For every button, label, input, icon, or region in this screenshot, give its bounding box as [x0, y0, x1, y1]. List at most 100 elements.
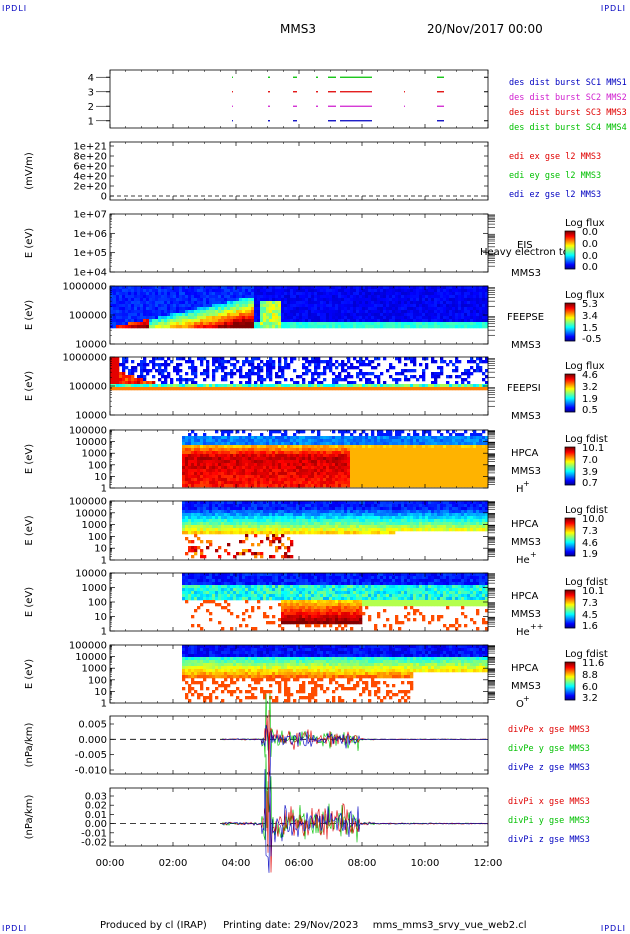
- heatmap-cell: [305, 451, 309, 455]
- heatmap-cell: [332, 448, 336, 452]
- heatmap-cell: [458, 484, 462, 488]
- heatmap-cell: [143, 316, 147, 320]
- heatmap-cell: [395, 372, 399, 376]
- heatmap-cell: [449, 292, 453, 296]
- heatmap-cell: [449, 301, 453, 305]
- heatmap-cell: [161, 384, 165, 388]
- heatmap-cell: [437, 298, 441, 302]
- heatmap-cell: [188, 439, 192, 443]
- heatmap-cell: [362, 448, 366, 452]
- heatmap-cell: [338, 363, 342, 367]
- heatmap-cell: [419, 445, 423, 449]
- heatmap-cell: [371, 460, 375, 464]
- heatmap-cell: [311, 469, 315, 473]
- heatmap-cell: [281, 475, 285, 479]
- heatmap-cell: [305, 304, 309, 308]
- colorbar-cell: [565, 319, 575, 321]
- heatmap-cell: [329, 436, 333, 440]
- heatmap-cell: [290, 313, 294, 317]
- heatmap-cell: [233, 445, 237, 449]
- heatmap-cell: [233, 454, 237, 458]
- colorbar-cell: [565, 312, 575, 314]
- heatmap-cell: [149, 319, 153, 323]
- heatmap-cell: [284, 286, 288, 290]
- heatmap-cell: [275, 442, 279, 446]
- heatmap-cell: [251, 316, 255, 320]
- heatmap-cell: [266, 442, 270, 446]
- heatmap-cell: [296, 286, 300, 290]
- heatmap-cell: [464, 430, 468, 434]
- heatmap-cell: [350, 304, 354, 308]
- heatmap-cell: [203, 475, 207, 479]
- heatmap-cell: [110, 366, 114, 370]
- heatmap-cell: [323, 475, 327, 479]
- heatmap-cell: [347, 463, 351, 467]
- heatmap-cell: [152, 325, 156, 329]
- heatmap-cell: [371, 366, 375, 370]
- heatmap-cell: [401, 457, 405, 461]
- heatmap-cell: [152, 357, 156, 361]
- heatmap-cell: [467, 454, 471, 458]
- heatmap-cell: [290, 442, 294, 446]
- heatmap-cell: [371, 472, 375, 476]
- heatmap-cell: [257, 375, 261, 379]
- heatmap-cell: [341, 310, 345, 314]
- heatmap-cell: [419, 319, 423, 323]
- heatmap-cell: [446, 319, 450, 323]
- heatmap-cell: [404, 375, 408, 379]
- heatmap-cell: [389, 295, 393, 299]
- heatmap-cell: [140, 384, 144, 388]
- heatmap-cell: [110, 378, 114, 382]
- panel-feepse-colorbar-tick: 5.3: [582, 299, 598, 310]
- heatmap-cell: [284, 319, 288, 323]
- heatmap-cell: [278, 448, 282, 452]
- heatmap-cell: [221, 463, 225, 467]
- colorbar-cell: [565, 239, 575, 241]
- heatmap-cell: [197, 316, 201, 320]
- heatmap-cell: [335, 289, 339, 293]
- heatmap-cell: [410, 286, 414, 290]
- heatmap-cell: [188, 466, 192, 470]
- heatmap-cell: [191, 292, 195, 296]
- heatmap-cell: [314, 439, 318, 443]
- heatmap-cell: [317, 325, 321, 329]
- colorbar-cell: [565, 333, 575, 335]
- panel-feepse-ylabel: E (eV): [24, 300, 35, 330]
- heatmap-cell: [251, 463, 255, 467]
- heatmap-cell: [359, 436, 363, 440]
- heatmap-cell: [482, 442, 486, 446]
- heatmap-cell: [374, 304, 378, 308]
- heatmap-cell: [410, 304, 414, 308]
- heatmap-cell: [185, 460, 189, 464]
- heatmap-cell: [119, 313, 123, 317]
- heatmap-cell: [272, 307, 276, 311]
- heatmap-cell: [239, 445, 243, 449]
- heatmap-cell: [347, 381, 351, 385]
- heatmap-cell: [311, 304, 315, 308]
- heatmap-cell: [290, 322, 294, 326]
- heatmap-cell: [152, 375, 156, 379]
- heatmap-cell: [122, 301, 126, 305]
- heatmap-cell: [314, 301, 318, 305]
- heatmap-cell: [167, 292, 171, 296]
- heatmap-cell: [437, 295, 441, 299]
- heatmap-cell: [482, 378, 486, 382]
- heatmap-cell: [299, 301, 303, 305]
- heatmap-cell: [176, 316, 180, 320]
- panel-eis-colorbar: [564, 230, 576, 270]
- heatmap-cell: [434, 448, 438, 452]
- heatmap-cell: [233, 442, 237, 446]
- heatmap-cell: [467, 387, 471, 391]
- heatmap-cell: [464, 298, 468, 302]
- heatmap-cell: [335, 316, 339, 320]
- heatmap-cell: [185, 384, 189, 388]
- heatmap-cell: [314, 448, 318, 452]
- heatmap-cell: [350, 295, 354, 299]
- heatmap-cell: [476, 363, 480, 367]
- heatmap-cell: [380, 387, 384, 391]
- heatmap-cell: [287, 439, 291, 443]
- heatmap-cell: [446, 304, 450, 308]
- heatmap-cell: [443, 360, 447, 364]
- heatmap-cell: [287, 436, 291, 440]
- heatmap-cell: [386, 301, 390, 305]
